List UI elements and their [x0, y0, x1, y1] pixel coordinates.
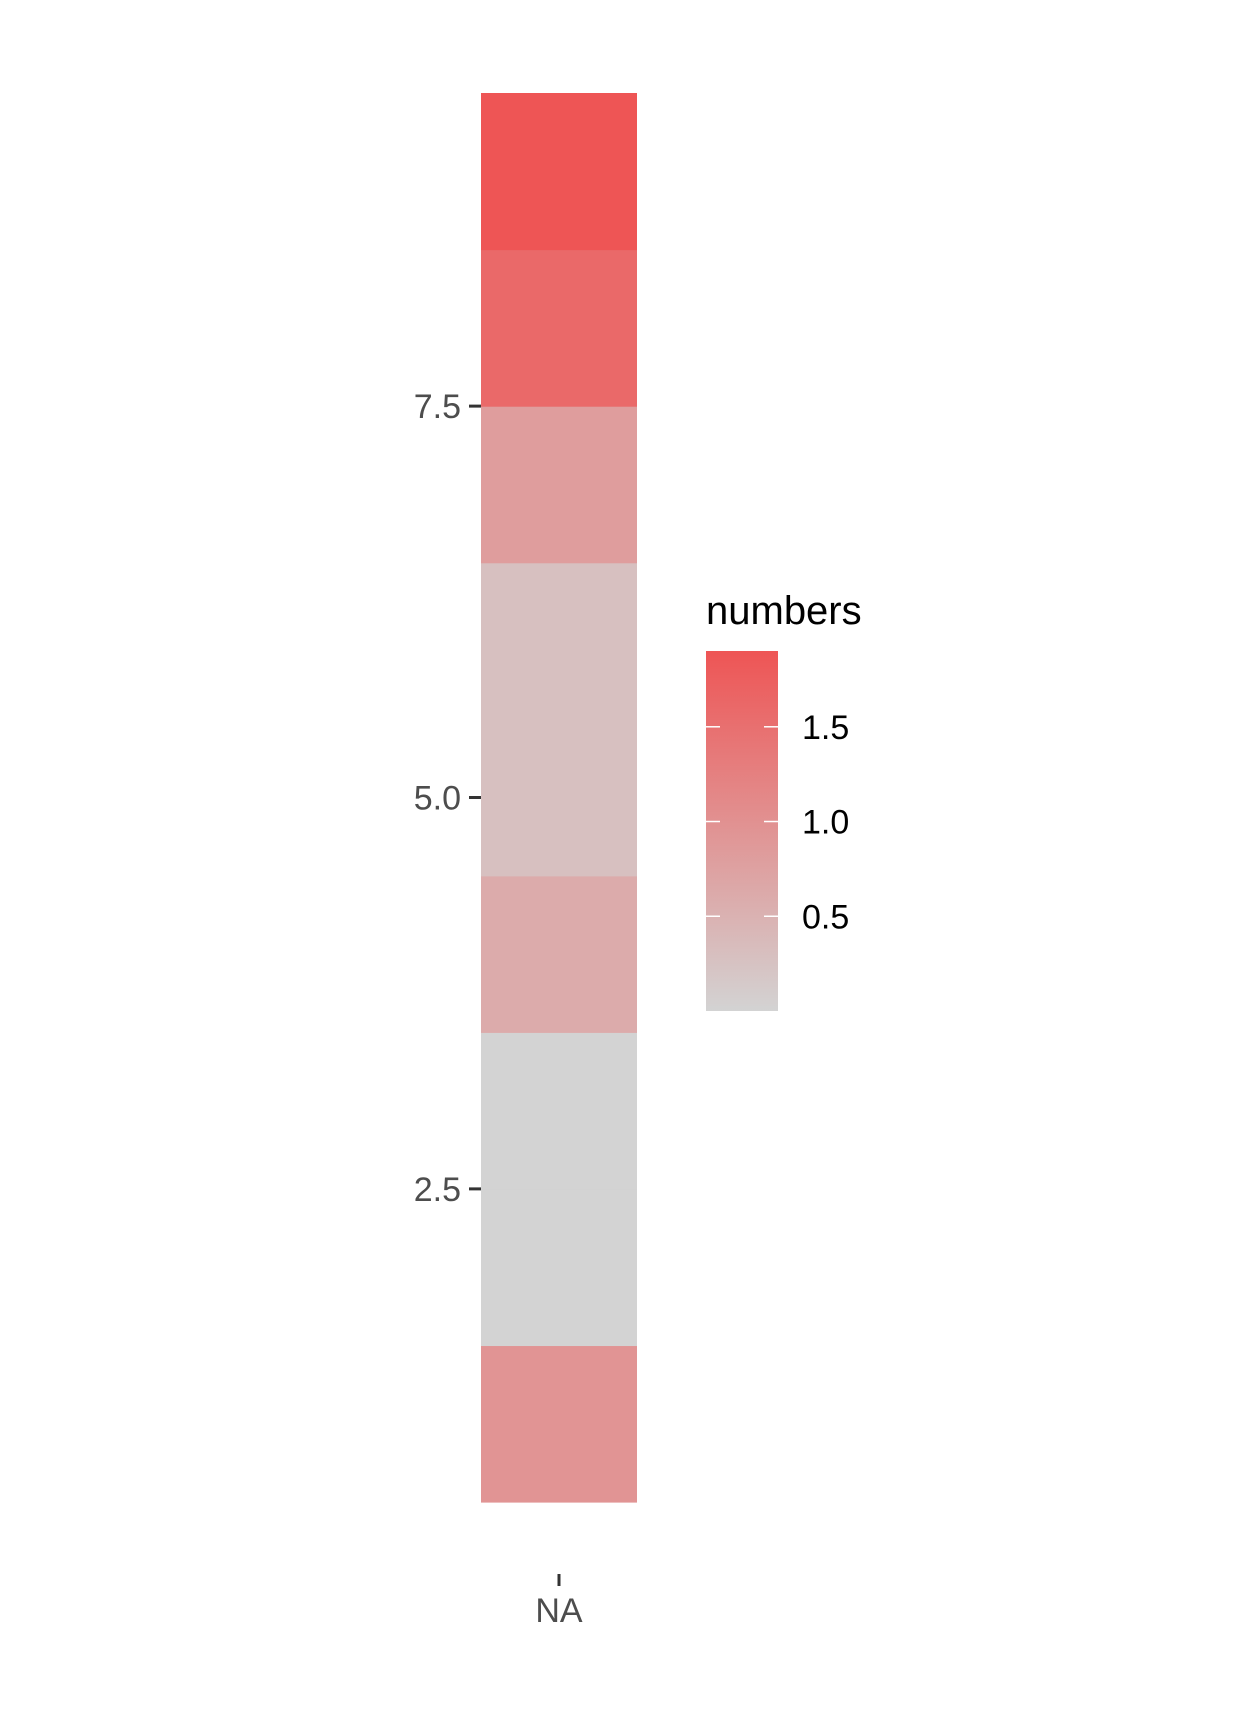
- legend-colorbar: [706, 651, 778, 1011]
- y-tick-label: 5.0: [414, 780, 461, 818]
- legend-title: numbers: [706, 589, 862, 633]
- heatmap-tiles: [481, 93, 637, 1503]
- heatmap-tile: [481, 719, 637, 877]
- heatmap-tile: [481, 1188, 637, 1347]
- heatmap-tile: [481, 1345, 637, 1503]
- x-axis: NA: [535, 1574, 583, 1630]
- heatmap-tile: [481, 1032, 637, 1190]
- y-tick-label: 2.5: [414, 1171, 461, 1209]
- legend-break-label: 0.5: [802, 898, 849, 936]
- color-legend: numbers 0.5 1.0 1.5: [706, 589, 862, 1011]
- y-axis: 2.5 5.0 7.5: [414, 388, 481, 1209]
- heatmap-tile: [481, 875, 637, 1033]
- heatmap-tile: [481, 249, 637, 407]
- heatmap-tile: [481, 93, 637, 251]
- y-tick-label: 7.5: [414, 388, 461, 426]
- heatmap-tile: [481, 562, 637, 720]
- legend-break-label: 1.0: [802, 804, 849, 842]
- legend-break-label: 1.5: [802, 709, 849, 747]
- legend-ticks: 0.5 1.0 1.5: [706, 709, 849, 936]
- x-tick-label: NA: [535, 1592, 583, 1630]
- heatmap-tile: [481, 406, 637, 564]
